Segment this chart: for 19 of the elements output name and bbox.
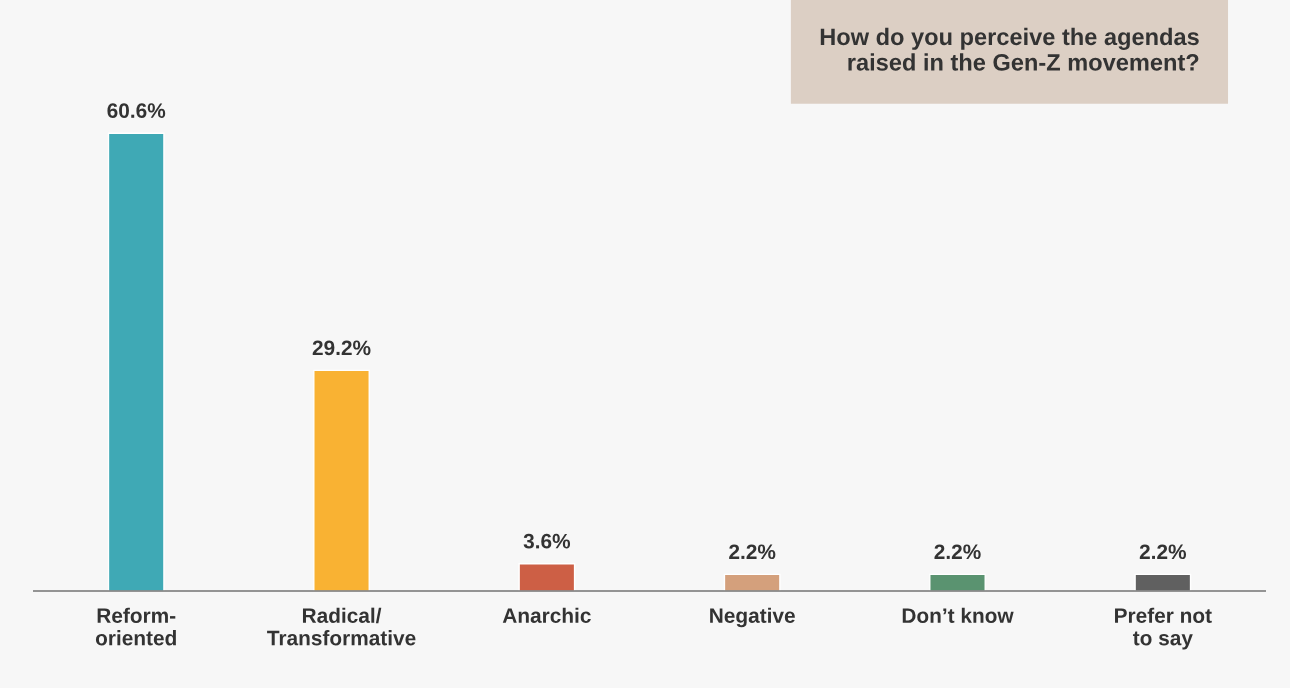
data-label: 29.2%: [312, 340, 371, 356]
data-label: 60.6%: [107, 103, 166, 118]
bar: [723, 573, 781, 591]
data-label: 3.6%: [523, 533, 571, 549]
data-label: 2.2%: [934, 544, 981, 560]
chart-title: How do you perceive the agendas raised in the Gen-Z movement?: [820, 27, 1199, 71]
x-tick-label: Radical/ Transformative: [267, 607, 416, 646]
x-tick-label: Negative: [710, 607, 795, 628]
bar: [518, 563, 576, 591]
bar: [929, 573, 986, 591]
bar: [107, 132, 165, 591]
x-tick-label: Reform- oriented: [95, 607, 176, 646]
x-tick-label: Prefer not to say: [1115, 607, 1212, 650]
x-tick-label: Anarchic: [502, 607, 591, 623]
x-tick-label: Don’t know: [902, 607, 1014, 623]
data-label: 2.2%: [1139, 544, 1187, 560]
bar: [1134, 573, 1192, 591]
data-label: 2.2%: [729, 544, 776, 560]
bar: [313, 369, 370, 591]
